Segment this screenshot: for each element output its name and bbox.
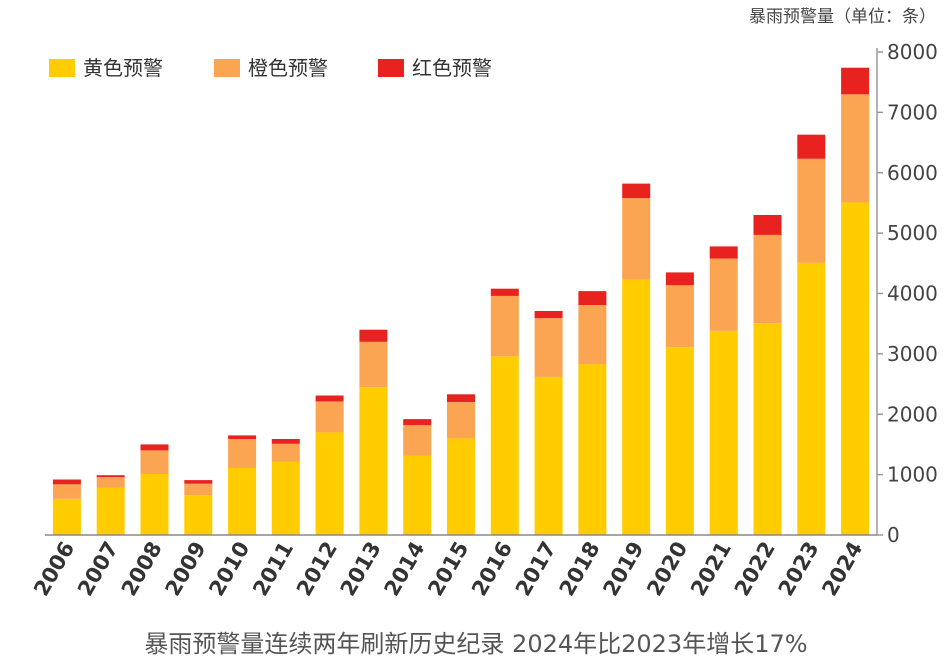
y-tick-label-6000: 6000 (887, 161, 938, 185)
bar-2019-黄色预警 (622, 279, 651, 535)
x-tick-label-2016: 2016 (467, 538, 517, 601)
bar-2015-黄色预警 (447, 438, 475, 535)
y-tick-label-2000: 2000 (887, 402, 938, 426)
bar-2017-红色预警 (534, 311, 563, 319)
bar-2009-红色预警 (184, 480, 213, 484)
bar-2024-橙色预警 (841, 94, 870, 203)
bar-2016-黄色预警 (490, 356, 519, 535)
bar-2023-红色预警 (797, 134, 826, 159)
bar-2020-黄色预警 (665, 347, 694, 535)
chart-caption: 暴雨预警量连续两年刷新历史纪录 2024年比2023年增长17% (144, 630, 808, 658)
bar-2012-黄色预警 (315, 432, 344, 535)
bar-2016-红色预警 (490, 288, 519, 296)
bar-2020-红色预警 (665, 272, 694, 286)
bar-2017-黄色预警 (534, 376, 563, 535)
bar-2024-红色预警 (841, 67, 870, 95)
x-tick-label-2017: 2017 (511, 538, 561, 601)
bar-2019-红色预警 (622, 183, 651, 199)
bar-2021-黄色预警 (709, 330, 738, 535)
bar-2012-红色预警 (315, 395, 344, 402)
y-tick-label-0: 0 (887, 523, 900, 547)
bar-2007-橙色预警 (96, 477, 125, 488)
bar-2022-黄色预警 (753, 323, 782, 535)
legend-swatch-橙色预警 (214, 59, 240, 77)
bar-2019-橙色预警 (622, 198, 651, 280)
bar-2021-橙色预警 (709, 258, 738, 331)
x-tick-label-2019: 2019 (598, 538, 648, 601)
bar-2008-黄色预警 (140, 474, 169, 535)
bar-2009-黄色预警 (184, 495, 213, 535)
x-tick-label-2021: 2021 (686, 538, 736, 601)
bar-2007-黄色预警 (96, 487, 125, 535)
x-tick-label-2006: 2006 (29, 538, 79, 601)
bar-2010-黄色预警 (228, 468, 257, 535)
x-tick-label-2022: 2022 (730, 538, 780, 601)
legend-label-橙色预警: 橙色预警 (248, 56, 328, 80)
y-tick-label-1000: 1000 (887, 463, 938, 487)
x-tick-label-2020: 2020 (642, 538, 692, 601)
y-axis-unit-label: 暴雨预警量（单位：条） (749, 7, 936, 27)
bar-2007-红色预警 (96, 475, 125, 477)
bar-2018-橙色预警 (578, 305, 607, 365)
bar-2011-黄色预警 (271, 461, 300, 535)
bar-2022-红色预警 (753, 215, 782, 235)
bar-2013-红色预警 (359, 329, 388, 342)
bar-2021-红色预警 (709, 246, 738, 259)
bar-2013-黄色预警 (359, 387, 388, 535)
bar-2017-橙色预警 (534, 318, 563, 377)
bar-2018-红色预警 (578, 291, 607, 305)
bar-2012-橙色预警 (315, 401, 344, 433)
legend-swatch-黄色预警 (49, 59, 75, 77)
x-tick-label-2024: 2024 (817, 538, 867, 601)
x-tick-label-2011: 2011 (248, 538, 298, 601)
bar-2006-黄色预警 (52, 498, 81, 535)
bar-2006-红色预警 (52, 479, 81, 485)
bar-2020-橙色预警 (665, 285, 694, 348)
y-tick-label-3000: 3000 (887, 342, 938, 366)
bar-2024-黄色预警 (841, 202, 870, 536)
bar-2022-橙色预警 (753, 234, 782, 323)
bar-2018-黄色预警 (578, 364, 607, 535)
bar-2023-黄色预警 (797, 262, 826, 535)
x-tick-label-2008: 2008 (117, 538, 167, 601)
x-tick-label-2012: 2012 (292, 538, 342, 601)
x-tick-label-2009: 2009 (161, 538, 211, 601)
y-tick-label-5000: 5000 (887, 221, 938, 245)
bar-2008-红色预警 (140, 444, 169, 451)
legend-label-黄色预警: 黄色预警 (83, 56, 163, 80)
bar-2009-橙色预警 (184, 483, 213, 496)
y-tick-label-4000: 4000 (887, 282, 938, 306)
bar-2023-橙色预警 (797, 158, 826, 263)
bar-2010-红色预警 (228, 435, 257, 439)
y-tick-label-8000: 8000 (887, 40, 938, 64)
bar-2015-橙色预警 (447, 402, 475, 439)
x-tick-label-2014: 2014 (380, 538, 430, 601)
bar-2008-橙色预警 (140, 450, 169, 474)
bar-2014-黄色预警 (403, 455, 432, 535)
bar-2011-红色预警 (271, 439, 300, 444)
bar-2011-橙色预警 (271, 443, 300, 462)
bar-2013-橙色预警 (359, 341, 388, 388)
x-tick-label-2007: 2007 (73, 538, 123, 601)
bar-2006-橙色预警 (52, 484, 81, 499)
y-tick-label-7000: 7000 (887, 100, 938, 124)
x-tick-label-2023: 2023 (774, 538, 824, 601)
legend-label-红色预警: 红色预警 (412, 56, 492, 80)
bar-2015-红色预警 (447, 394, 475, 403)
x-tick-label-2010: 2010 (204, 538, 254, 601)
x-tick-label-2013: 2013 (336, 538, 386, 601)
bar-2010-橙色预警 (228, 439, 257, 468)
x-tick-label-2015: 2015 (423, 538, 473, 601)
x-tick-label-2018: 2018 (555, 538, 605, 601)
bar-2014-橙色预警 (403, 425, 432, 456)
bar-2016-橙色预警 (490, 295, 519, 357)
bar-2014-红色预警 (403, 419, 432, 426)
legend-swatch-红色预警 (378, 59, 404, 77)
